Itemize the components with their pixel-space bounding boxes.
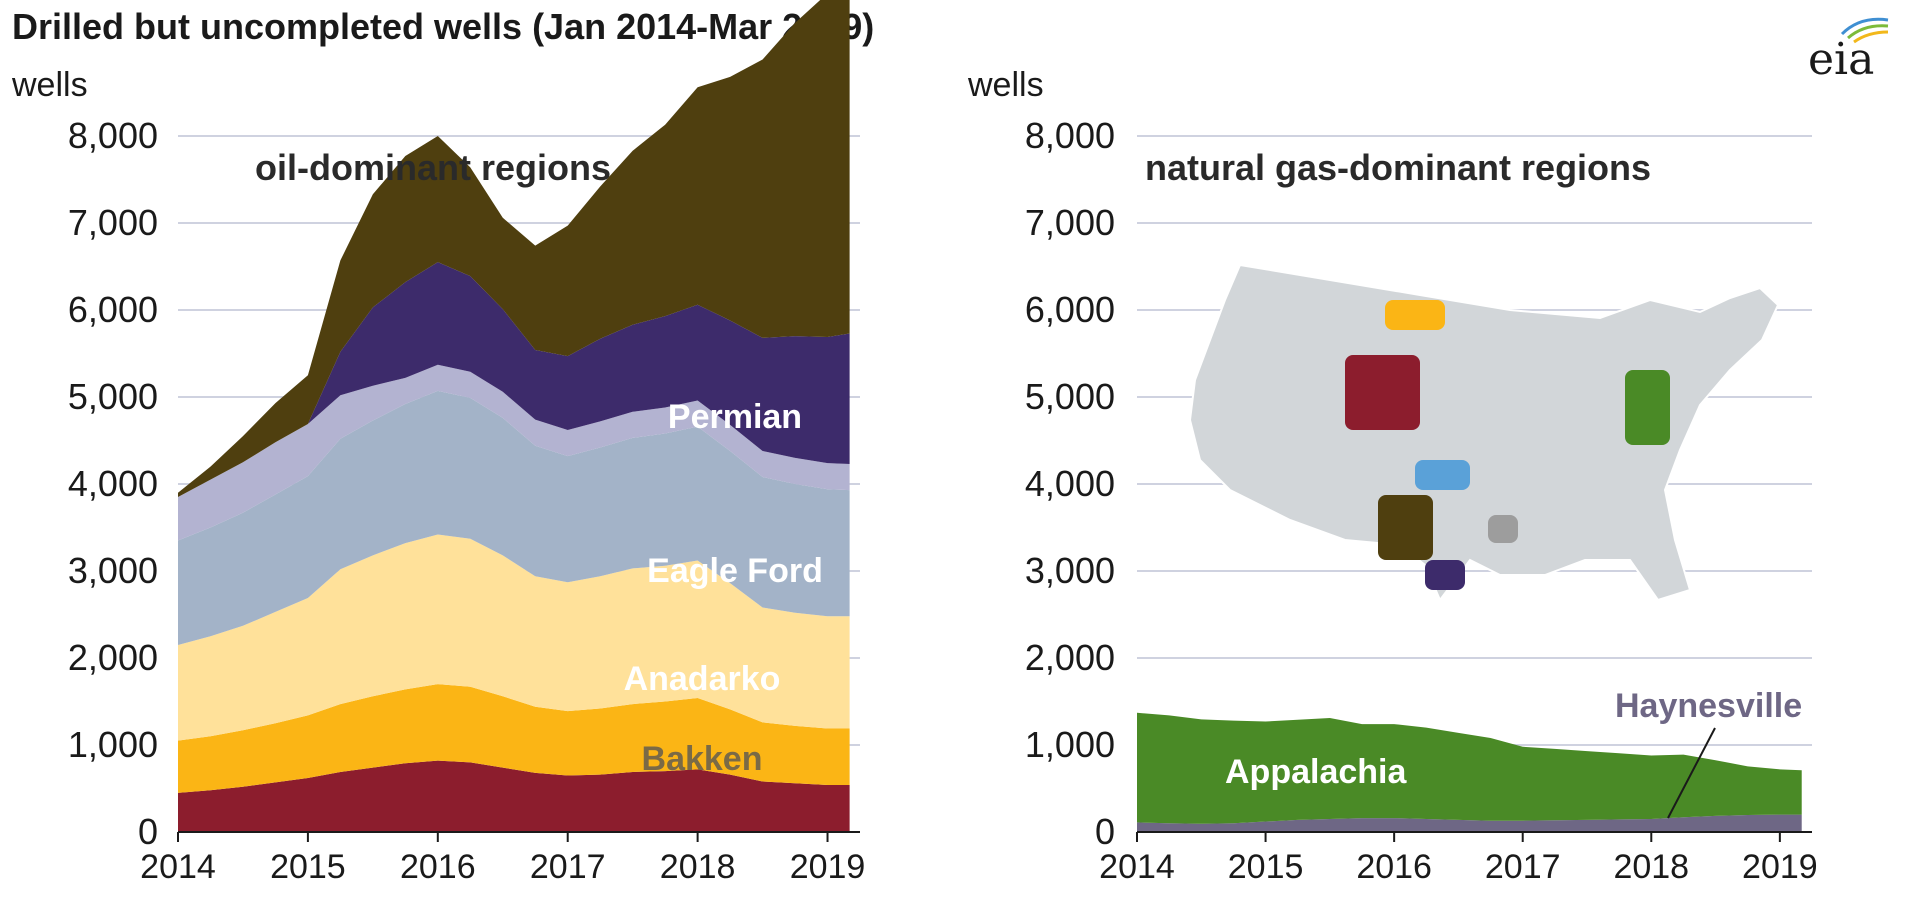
area-series-oil-6 <box>178 0 850 498</box>
y-tick-label-gas: 4,000 <box>1025 463 1115 504</box>
y-tick-label-gas: 7,000 <box>1025 202 1115 243</box>
x-tick-label-gas: 2017 <box>1485 848 1561 886</box>
y-axis-unit-gas: wells <box>967 66 1044 104</box>
logo-text: eia <box>1808 34 1874 82</box>
map-region-permian <box>1378 495 1433 560</box>
y-tick-label-oil: 0 <box>138 811 158 852</box>
y-tick-label-oil: 2,000 <box>68 637 158 678</box>
map-region-eagle-ford <box>1425 560 1465 590</box>
area-series-oil-4 <box>178 364 850 541</box>
area-series-gas-0 <box>1137 814 1802 832</box>
eia-logo: eia <box>1808 17 1889 82</box>
x-tick-label-gas: 2015 <box>1228 848 1304 886</box>
x-tick-label-gas: 2018 <box>1613 848 1689 886</box>
series-label-haynesville: Haynesville <box>1615 687 1802 725</box>
y-tick-label-gas: 2,000 <box>1025 637 1115 678</box>
panel-title-oil: oil-dominant regions <box>255 147 611 188</box>
x-tick-label-gas: 2016 <box>1356 848 1432 886</box>
y-tick-label-gas: 5,000 <box>1025 376 1115 417</box>
y-tick-label-gas: 6,000 <box>1025 289 1115 330</box>
y-tick-label-gas: 8,000 <box>1025 115 1115 156</box>
haynesville-leader-line <box>1667 727 1716 819</box>
series-label-appalachia: Appalachia <box>1225 753 1407 791</box>
y-tick-label-gas: 3,000 <box>1025 550 1115 591</box>
y-tick-label-oil: 4,000 <box>68 463 158 504</box>
chart-title: Drilled but uncompleted wells (Jan 2014-… <box>12 6 875 47</box>
map-region-bakken <box>1385 300 1445 330</box>
x-tick-label-oil: 2014 <box>140 848 216 886</box>
area-series-gas-1 <box>1137 712 1802 824</box>
x-tick-label-oil: 2018 <box>660 848 736 886</box>
x-tick-label-oil: 2017 <box>530 848 606 886</box>
us-map <box>1188 263 1780 602</box>
x-tick-label-oil: 2015 <box>270 848 346 886</box>
series-label-eagle-ford: Eagle Ford <box>647 552 823 590</box>
map-region-anadarko <box>1415 460 1470 490</box>
y-tick-label-oil: 5,000 <box>68 376 158 417</box>
y-tick-label-gas: 1,000 <box>1025 724 1115 765</box>
y-axis-unit-oil: wells <box>11 66 88 104</box>
map-region-niobrara <box>1345 355 1420 430</box>
y-tick-label-oil: 7,000 <box>68 202 158 243</box>
series-label-permian: Permian <box>668 398 802 436</box>
y-tick-label-gas: 0 <box>1095 811 1115 852</box>
y-tick-label-oil: 3,000 <box>68 550 158 591</box>
area-series-oil-3 <box>178 390 850 645</box>
x-tick-label-gas: 2014 <box>1099 848 1175 886</box>
y-tick-label-oil: 1,000 <box>68 724 158 765</box>
panel-title-gas: natural gas-dominant regions <box>1145 147 1651 188</box>
series-label-anadarko: Anadarko <box>624 660 781 698</box>
area-series-oil-0 <box>178 760 850 832</box>
map-region-haynesville <box>1488 515 1518 543</box>
series-label-bakken: Bakken <box>642 740 763 778</box>
area-series-oil-5 <box>178 262 850 498</box>
y-tick-label-oil: 8,000 <box>68 115 158 156</box>
area-series-oil-1 <box>178 684 850 793</box>
x-tick-label-gas: 2019 <box>1742 848 1818 886</box>
y-tick-label-oil: 6,000 <box>68 289 158 330</box>
x-tick-label-oil: 2019 <box>790 848 866 886</box>
area-series-oil-2 <box>178 534 850 741</box>
map-region-appalachia <box>1625 370 1670 445</box>
x-tick-label-oil: 2016 <box>400 848 476 886</box>
